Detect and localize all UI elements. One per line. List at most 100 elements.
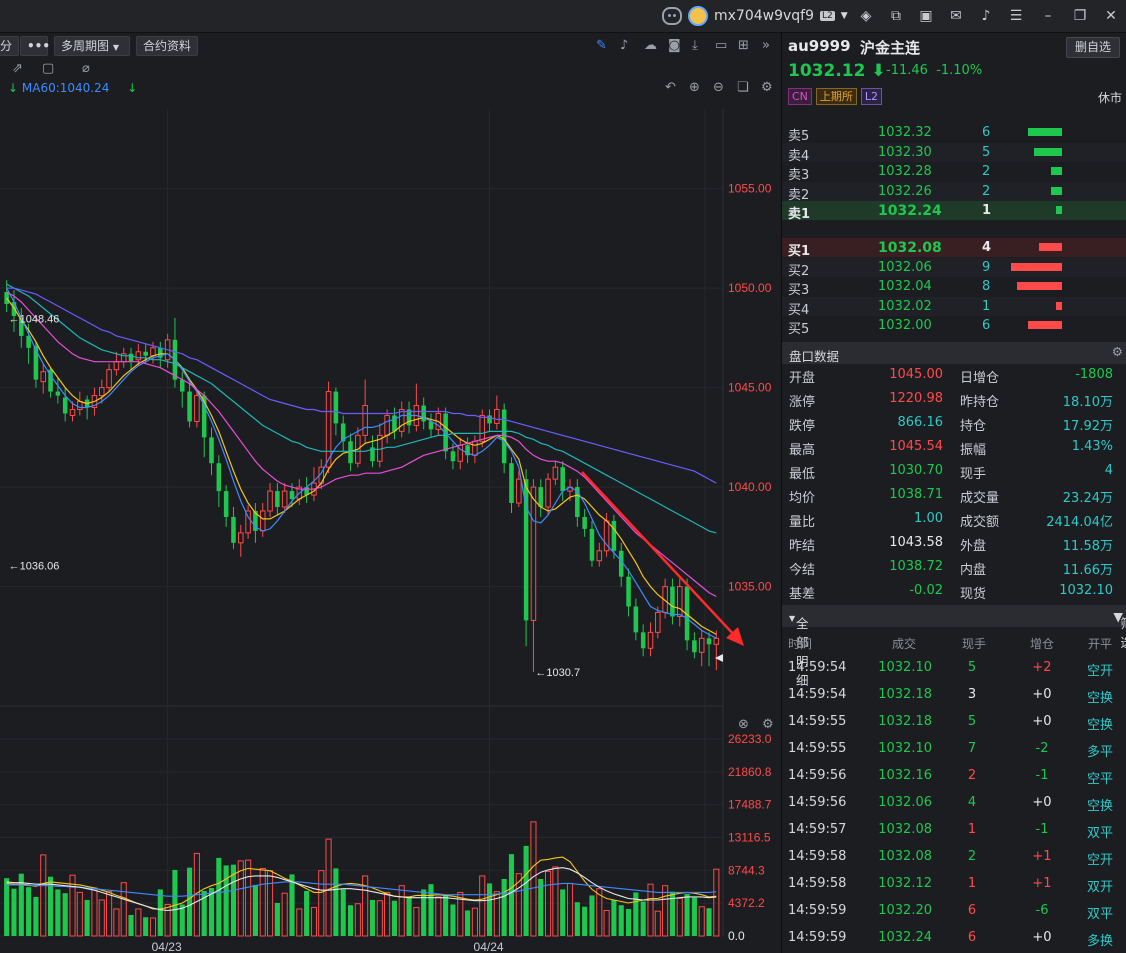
minimize-icon[interactable]: – [1044, 8, 1052, 24]
pen-icon[interactable]: ✎ [596, 38, 607, 53]
ask-row[interactable]: 卖2 1032.26 2 [782, 181, 1126, 203]
bell-icon[interactable]: ♪ [981, 8, 991, 24]
volume-bar [157, 889, 163, 936]
close-icon[interactable]: ✕ [1105, 8, 1117, 24]
filter-button[interactable]: 筛选 ▼ [1113, 609, 1126, 650]
expand-icon[interactable]: » [762, 38, 770, 53]
alarm-icon[interactable]: ♪ [620, 38, 629, 53]
robot-icon[interactable] [662, 7, 682, 25]
candle-body [69, 408, 76, 416]
more-button[interactable]: ••• [20, 36, 50, 56]
stat-value: 18.10万 [1062, 395, 1113, 410]
volume-tick-label: 0.0 [728, 929, 745, 943]
trade-row[interactable]: 14:59:56 1032.16 2 -1 空平 [782, 763, 1126, 790]
candle-body [516, 478, 522, 504]
undo-icon[interactable]: ↶ [665, 80, 676, 95]
trade-row[interactable]: 14:59:54 1032.18 3 +0 空换 [782, 682, 1126, 709]
candle-body [304, 487, 309, 496]
trade-oi-change: -1 [1035, 768, 1049, 783]
chevron-down-icon[interactable]: ▼ [840, 11, 848, 21]
zoom-in-icon[interactable]: ⊕ [689, 80, 700, 95]
price-tick-label: 1040.00 [728, 480, 772, 494]
ask-row[interactable]: 卖3 1032.28 2 [782, 162, 1126, 183]
comment-icon[interactable]: ▢ [42, 61, 55, 76]
candle-body [333, 391, 339, 424]
kline-chart[interactable]: 1055.00 1050.00 1045.00 1040.00 1035.00 26233… [0, 33, 780, 953]
level-volume: 4 [982, 240, 992, 255]
settings-icon[interactable]: ⚙ [762, 717, 774, 732]
stat-row: 最低 1030.70 现手 4 [782, 459, 1126, 483]
volume-bar [11, 888, 17, 936]
multi-period-button[interactable]: 多周期图 ▼ [54, 36, 130, 56]
close-icon[interactable]: ⊗ [738, 717, 749, 732]
remove-watchlist-button[interactable]: 删自选 [1065, 37, 1120, 58]
zoom-out-icon[interactable]: ⊖ [713, 80, 724, 95]
trade-row[interactable]: 14:59:57 1032.08 1 -1 双平 [782, 817, 1126, 844]
volume-bar [566, 882, 574, 937]
settings-icon[interactable]: ⚙ [1111, 344, 1123, 359]
bid-row[interactable]: 买5 1032.00 6 [782, 316, 1126, 337]
bid-row[interactable]: 买3 1032.04 8 [782, 277, 1126, 298]
price-tick-label: 1055.00 [728, 182, 772, 196]
col-volume: 现手 [962, 637, 987, 651]
trade-row[interactable]: 14:59:55 1032.18 5 +0 空换 [782, 709, 1126, 736]
trade-volume: 6 [967, 903, 977, 918]
trade-row[interactable]: 14:59:55 1032.10 7 -2 多平 [782, 736, 1126, 763]
volume-bar [428, 884, 434, 936]
cloud-icon[interactable]: ☁ [644, 38, 657, 53]
volume-bar [376, 900, 383, 937]
trade-price: 1032.18 [878, 714, 932, 729]
volume-ma-line [6, 856, 717, 910]
restore-icon[interactable]: ❐ [1073, 8, 1087, 24]
price-tick-label: 1035.00 [728, 580, 772, 594]
volume-bar [187, 867, 193, 936]
ask-row[interactable]: 卖1 1032.24 1 [782, 201, 1126, 222]
video-icon[interactable]: ▣ [919, 8, 933, 24]
level-price: 1032.32 [878, 125, 932, 140]
settings-icon[interactable]: ⚙ [761, 80, 773, 95]
trades-title[interactable]: 全部明细 ▼ [789, 609, 809, 688]
trade-row[interactable]: 14:59:59 1032.20 6 -6 双平 [782, 898, 1126, 925]
bid-row[interactable]: 买4 1032.02 1 [782, 296, 1126, 318]
mail-icon[interactable]: ✉ [950, 8, 962, 24]
trade-row[interactable]: 14:59:56 1032.06 4 +0 空换 [782, 790, 1126, 817]
trade-time: 14:59:58 [788, 876, 847, 891]
tag-list: CN 上期所 L2 [788, 88, 883, 105]
period-button[interactable]: 分 [0, 36, 20, 56]
volume-bar [603, 909, 610, 937]
stat-label: 日增仓 [960, 371, 1000, 386]
stat-value: -0.02 [909, 583, 943, 598]
trade-row[interactable]: 14:59:58 1032.08 2 +1 空开 [782, 844, 1126, 871]
camera-icon[interactable]: ◙ [668, 38, 681, 53]
candle-body [640, 632, 646, 649]
avatar[interactable] [688, 6, 708, 26]
ruler-icon[interactable]: ⌀ [82, 61, 90, 76]
layers-icon[interactable]: ◈ [860, 8, 872, 24]
monitor-icon[interactable]: ▭ [715, 38, 728, 53]
download-icon[interactable]: ⤓ [692, 38, 698, 53]
volume-bar [676, 897, 683, 937]
volume-bar [384, 891, 391, 937]
stat-label: 昨持仓 [960, 395, 1000, 410]
trade-row[interactable]: 14:59:59 1032.24 6 +0 多换 [782, 925, 1126, 952]
layout-icon[interactable]: ⧉ [891, 8, 901, 24]
share-icon[interactable]: ⇗ [12, 61, 23, 76]
stat-value: 11.66万 [1062, 563, 1113, 578]
grid-icon[interactable]: ⊞ [738, 38, 749, 53]
trade-row[interactable]: 14:59:58 1032.12 1 +1 双开 [782, 871, 1126, 898]
volume-tick-label: 13116.5 [728, 831, 771, 845]
trade-row[interactable]: 14:59:54 1032.10 5 +2 空开 [782, 655, 1126, 682]
bid-row[interactable]: 买2 1032.06 9 [782, 257, 1126, 279]
user-area[interactable]: mx704w9vqf9 L2 ▼ [662, 5, 848, 27]
username[interactable]: mx704w9vqf9 [714, 8, 815, 24]
volume-bar [523, 845, 529, 936]
ask-row[interactable]: 卖4 1032.30 5 [782, 142, 1126, 164]
bid-row[interactable]: 买1 1032.08 4 [782, 238, 1126, 259]
ask-row[interactable]: 卖5 1032.32 6 [782, 123, 1126, 144]
menu-icon[interactable]: ☰ [1009, 8, 1023, 24]
copy-icon[interactable]: ❏ [737, 80, 749, 95]
volume-bar [4, 878, 10, 936]
contract-info-button[interactable]: 合约资料 [136, 36, 199, 56]
level-price: 1032.00 [878, 318, 932, 334]
candle-body [209, 437, 214, 464]
